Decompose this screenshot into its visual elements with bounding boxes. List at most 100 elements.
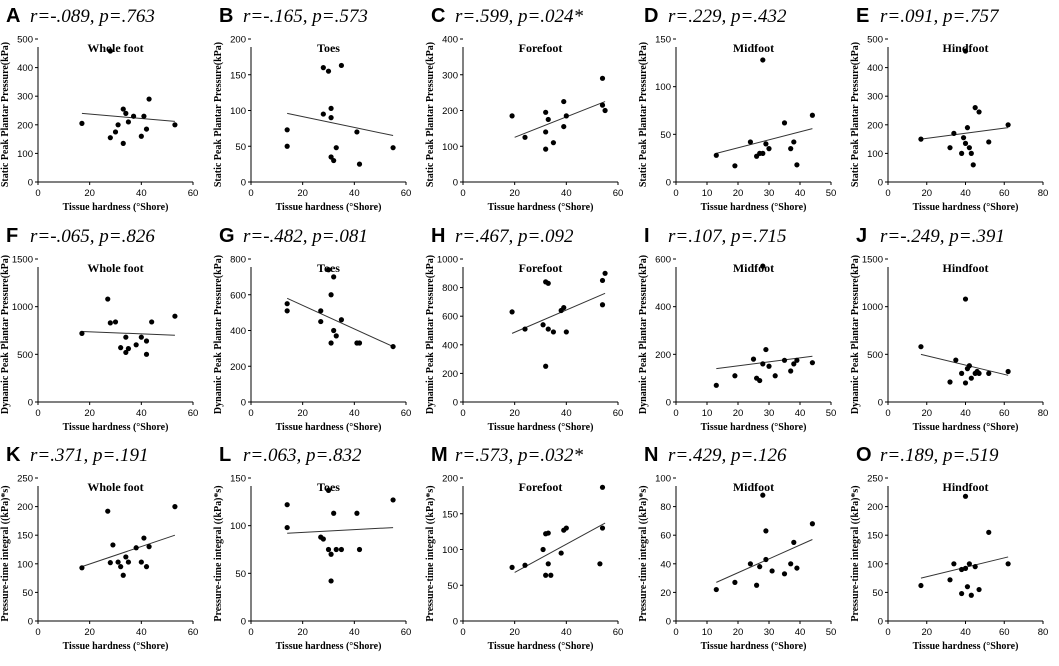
data-point bbox=[543, 146, 549, 152]
data-point bbox=[732, 163, 738, 169]
data-point bbox=[125, 559, 132, 565]
x-tick-label: 80 bbox=[1038, 188, 1049, 199]
x-tick-label: 30 bbox=[764, 188, 775, 199]
data-point bbox=[599, 277, 606, 284]
y-tick-label: 100 bbox=[442, 545, 458, 556]
panel-label: C bbox=[431, 5, 445, 27]
data-point bbox=[964, 125, 971, 131]
y-tick-label: 50 bbox=[235, 142, 246, 153]
y-tick-label: 500 bbox=[867, 35, 883, 46]
y-tick-label: 0 bbox=[28, 398, 33, 409]
stat-annotation: r=.429, p=.126 bbox=[668, 445, 787, 466]
data-point bbox=[390, 343, 396, 350]
y-tick-label: 300 bbox=[17, 92, 33, 103]
y-tick-label: 0 bbox=[666, 398, 671, 409]
chart-title: Toes bbox=[317, 480, 340, 494]
x-tick-label: 20 bbox=[84, 408, 95, 419]
data-point bbox=[509, 309, 515, 315]
y-tick-label: 400 bbox=[442, 35, 458, 46]
x-tick-label: 20 bbox=[509, 408, 520, 419]
y-tick-label: 50 bbox=[660, 130, 671, 141]
x-tick-label: 40 bbox=[349, 627, 360, 638]
chart-title: Forefoot bbox=[519, 41, 563, 55]
data-point bbox=[757, 564, 763, 570]
data-point bbox=[976, 586, 982, 593]
x-tick-label: 10 bbox=[702, 627, 713, 638]
stat-annotation: r=.599, p=.024* bbox=[455, 6, 584, 27]
data-point bbox=[107, 48, 113, 54]
x-tick-label: 0 bbox=[248, 627, 253, 638]
data-point bbox=[522, 134, 528, 140]
y-tick-label: 0 bbox=[453, 617, 458, 628]
data-point bbox=[599, 484, 606, 490]
data-point bbox=[713, 382, 719, 388]
data-point bbox=[123, 349, 129, 356]
x-tick-label: 20 bbox=[921, 627, 932, 638]
data-point bbox=[146, 544, 152, 550]
data-point bbox=[781, 357, 788, 363]
x-tick-label: 20 bbox=[509, 188, 520, 199]
chart-title: Midfoot bbox=[733, 41, 774, 55]
x-tick-label: 30 bbox=[764, 408, 775, 419]
y-tick-label: 150 bbox=[655, 35, 671, 46]
data-point bbox=[79, 120, 85, 126]
data-point bbox=[959, 370, 965, 376]
stat-annotation: r=.371, p=.191 bbox=[30, 445, 149, 466]
data-point bbox=[328, 115, 334, 121]
data-point bbox=[732, 579, 738, 585]
y-axis-label: Dynamic Peak Plantar Pressure(kPa) bbox=[0, 255, 11, 414]
data-point bbox=[713, 152, 719, 158]
y-tick-label: 250 bbox=[867, 474, 883, 485]
data-point bbox=[769, 568, 775, 574]
y-tick-label: 0 bbox=[666, 617, 671, 628]
x-tick-label: 40 bbox=[795, 188, 806, 199]
y-axis-label: Static Peak Plantar Pressure(kPa) bbox=[425, 42, 436, 187]
chart-title: Hindfoot bbox=[942, 41, 988, 55]
data-point bbox=[333, 546, 339, 553]
y-tick-label: 100 bbox=[230, 106, 246, 117]
y-tick-label: 20 bbox=[660, 588, 671, 599]
data-point bbox=[320, 536, 326, 542]
data-point bbox=[947, 577, 953, 583]
x-tick-label: 10 bbox=[702, 408, 713, 419]
data-point bbox=[964, 584, 971, 590]
data-point bbox=[972, 105, 978, 111]
data-point bbox=[354, 510, 360, 516]
stat-annotation: r=-.089, p=.763 bbox=[30, 6, 155, 27]
x-tick-label: 80 bbox=[1038, 408, 1049, 419]
data-point bbox=[79, 565, 85, 571]
data-point bbox=[146, 96, 152, 102]
y-axis-label: Static Peak Plantar Pressure(kPa) bbox=[0, 42, 11, 187]
x-tick-label: 20 bbox=[921, 188, 932, 199]
data-point bbox=[284, 524, 290, 531]
data-point bbox=[763, 141, 769, 147]
data-point bbox=[809, 112, 816, 118]
data-point bbox=[976, 370, 982, 376]
chart-title: Whole foot bbox=[87, 480, 143, 494]
data-point bbox=[713, 586, 719, 593]
data-point bbox=[331, 157, 337, 164]
x-tick-label: 80 bbox=[1038, 627, 1049, 638]
data-point bbox=[390, 145, 396, 151]
data-point bbox=[747, 139, 754, 145]
data-point bbox=[760, 150, 766, 156]
data-point bbox=[561, 305, 567, 311]
y-tick-label: 400 bbox=[230, 326, 246, 337]
data-point bbox=[172, 122, 178, 128]
data-point bbox=[757, 377, 763, 384]
y-tick-label: 60 bbox=[660, 531, 671, 542]
x-tick-label: 0 bbox=[885, 408, 890, 419]
data-point bbox=[550, 140, 557, 146]
y-tick-label: 400 bbox=[17, 63, 33, 74]
data-point bbox=[602, 270, 608, 276]
y-tick-label: 500 bbox=[17, 350, 33, 361]
data-point bbox=[130, 113, 137, 119]
data-point bbox=[545, 561, 551, 567]
y-tick-label: 1000 bbox=[862, 302, 883, 313]
data-point bbox=[986, 139, 992, 145]
data-point bbox=[120, 140, 126, 146]
